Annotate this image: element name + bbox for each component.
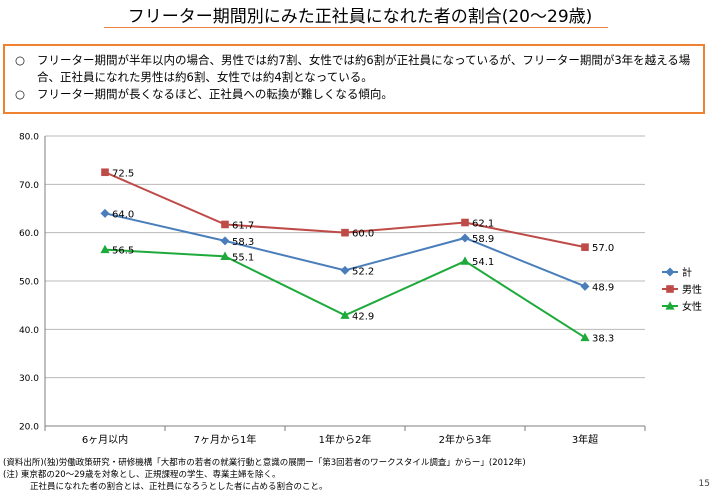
data-label: 60.0	[352, 229, 374, 240]
data-point-triangle	[665, 301, 675, 310]
data-point-square	[341, 228, 349, 237]
page-number: 15	[698, 479, 710, 489]
x-tick-label: 2年から3年	[439, 433, 492, 446]
data-label: 55.1	[232, 252, 254, 263]
data-label: 61.7	[232, 220, 254, 231]
summary-text-2: フリーター期間が長くなるほど、正社員への転換が難しくなる傾向。	[37, 87, 393, 101]
legend-label: 男性	[682, 283, 702, 296]
data-point-square	[666, 285, 674, 293]
y-tick-label: 60.0	[19, 229, 39, 239]
source-note: (資料出所)(独)労働政策研究・研修機構「大都市の若者の就業行動と意識の展開ー「…	[3, 458, 526, 468]
page-title: フリーター期間別にみた正社員になれた者の割合(20〜29歳)	[127, 7, 593, 27]
data-point-triangle	[220, 251, 230, 260]
data-point-square	[581, 243, 589, 251]
y-tick-label: 70.0	[19, 181, 39, 191]
data-point-square	[101, 168, 109, 177]
data-label: 72.5	[112, 168, 134, 179]
data-label: 56.5	[112, 246, 134, 257]
data-point-triangle	[580, 332, 590, 342]
y-tick-label: 30.0	[19, 374, 39, 384]
data-label: 54.1	[472, 257, 494, 268]
data-point-diamond	[340, 265, 350, 275]
summary-text-1: フリーター期間が半年以内の場合、男性では約7割、女性では約6割が正社員になってい…	[37, 53, 691, 84]
note-1: (注) 東京都の20〜29歳を対象とし、正規課程の学生、専業主婦を除く。	[3, 470, 281, 480]
data-point-diamond	[665, 267, 675, 277]
data-label: 57.0	[592, 243, 614, 254]
y-tick-label: 20.0	[19, 423, 39, 433]
line-chart: 20.0 30.0 40.0 50.0 60.0 70.0 80.0 6ヶ月以内 7ヶ月から1年…	[19, 133, 702, 447]
data-label: 42.9	[352, 311, 374, 322]
data-point-diamond	[220, 236, 230, 246]
x-tick-label: 3年超	[572, 433, 598, 446]
data-label: 58.9	[472, 234, 494, 245]
y-tick-label: 50.0	[19, 278, 39, 288]
x-tick-label: 1年から2年	[319, 433, 372, 446]
y-tick-label: 40.0	[19, 326, 39, 336]
title-underline	[104, 27, 608, 28]
data-label: 52.2	[352, 266, 374, 277]
bullet-mark: ○	[15, 87, 26, 101]
note-2: 正社員になれた者の割合とは、正社員になろうとした者に占める割合のこと。	[30, 482, 328, 492]
y-tick-label: 80.0	[19, 133, 39, 143]
data-point-square	[221, 220, 229, 229]
data-label: 48.9	[592, 282, 614, 293]
summary-line-2: ○ フリーター期間が長くなるほど、正社員への転換が難しくなる傾向。	[15, 86, 693, 103]
series-line	[104, 212, 586, 288]
data-label: 58.3	[232, 237, 254, 248]
data-point-triangle	[460, 256, 470, 265]
x-tick-label: 7ヶ月から1年	[194, 433, 257, 446]
footnotes: (資料出所)(独)労働政策研究・研修機構「大都市の若者の就業行動と意識の展開ー「…	[3, 457, 526, 493]
data-label: 62.1	[472, 219, 494, 230]
data-point-square	[461, 218, 469, 227]
data-point-triangle	[100, 244, 110, 254]
summary-box: ○ フリーター期間が半年以内の場合、男性では約7割、女性では約6割が正社員になっ…	[3, 44, 705, 114]
data-label: 64.0	[112, 209, 134, 220]
data-point-diamond	[580, 281, 590, 291]
x-tick-label: 6ヶ月以内	[82, 433, 128, 446]
data-point-diamond	[460, 233, 470, 243]
data-point-diamond	[100, 208, 110, 218]
summary-line-1: ○ フリーター期間が半年以内の場合、男性では約7割、女性では約6割が正社員になっ…	[15, 52, 693, 86]
legend-label: 計	[682, 266, 692, 279]
legend-label: 女性	[682, 300, 702, 313]
data-point-triangle	[340, 310, 350, 319]
bullet-mark: ○	[15, 53, 26, 67]
series-line	[104, 248, 586, 339]
data-label: 38.3	[592, 334, 614, 345]
